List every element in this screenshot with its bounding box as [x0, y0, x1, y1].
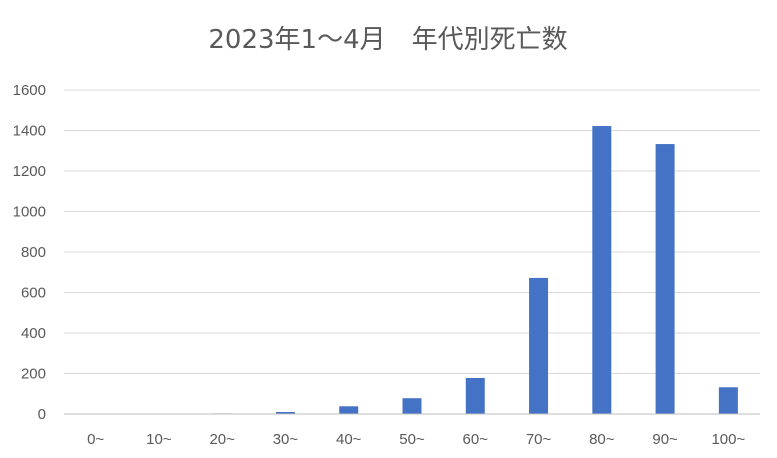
x-tick-label: 100~: [711, 431, 745, 448]
x-axis-tick-labels: 0~ 10~ 20~ 30~ 40~ 50~ 60~ 70~ 80~ 90~ 100~: [87, 431, 745, 448]
y-tick-label: 1000: [13, 204, 46, 221]
gridlines: [64, 89, 760, 374]
y-tick-label: 400: [21, 325, 46, 342]
x-tick-label: 0~: [87, 431, 104, 448]
y-tick-label: 800: [21, 244, 46, 261]
bar-6: [465, 377, 485, 414]
x-tick-label: 20~: [209, 431, 235, 448]
y-axis-tick-labels: 0 200 400 600 800 1000 1200 1400 1600: [13, 82, 46, 423]
x-tick-label: 40~: [336, 431, 362, 448]
bar-10: [718, 387, 738, 414]
bar-4: [339, 406, 359, 414]
y-tick-label: 200: [21, 366, 46, 383]
bar-9: [655, 144, 675, 414]
x-tick-label: 80~: [589, 431, 615, 448]
y-tick-label: 0: [38, 406, 46, 423]
x-tick-label: 60~: [463, 431, 489, 448]
bar-7: [529, 277, 549, 414]
y-tick-label: 1400: [13, 123, 46, 140]
y-tick-label: 600: [21, 285, 46, 302]
chart-title: 2023年1～4月 年代別死亡数: [208, 25, 567, 55]
bar-3: [275, 411, 295, 414]
x-tick-label: 70~: [526, 431, 552, 448]
bar-8: [592, 126, 612, 415]
y-tick-label: 1600: [13, 82, 46, 99]
x-tick-label: 10~: [146, 431, 172, 448]
x-tick-label: 50~: [399, 431, 425, 448]
bar-5: [402, 398, 422, 414]
x-tick-label: 90~: [652, 431, 678, 448]
x-tick-label: 30~: [273, 431, 299, 448]
bars: [86, 126, 738, 415]
y-tick-label: 1200: [13, 163, 46, 180]
